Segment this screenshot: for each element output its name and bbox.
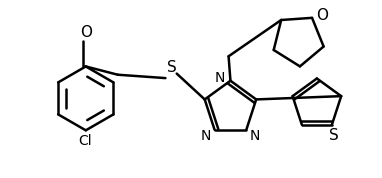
Text: N: N (215, 71, 225, 85)
Text: N: N (249, 129, 260, 143)
Text: O: O (317, 9, 329, 23)
Text: S: S (167, 60, 177, 75)
Text: O: O (80, 25, 92, 40)
Text: N: N (201, 129, 212, 143)
Text: Cl: Cl (78, 134, 92, 148)
Text: S: S (329, 128, 339, 143)
